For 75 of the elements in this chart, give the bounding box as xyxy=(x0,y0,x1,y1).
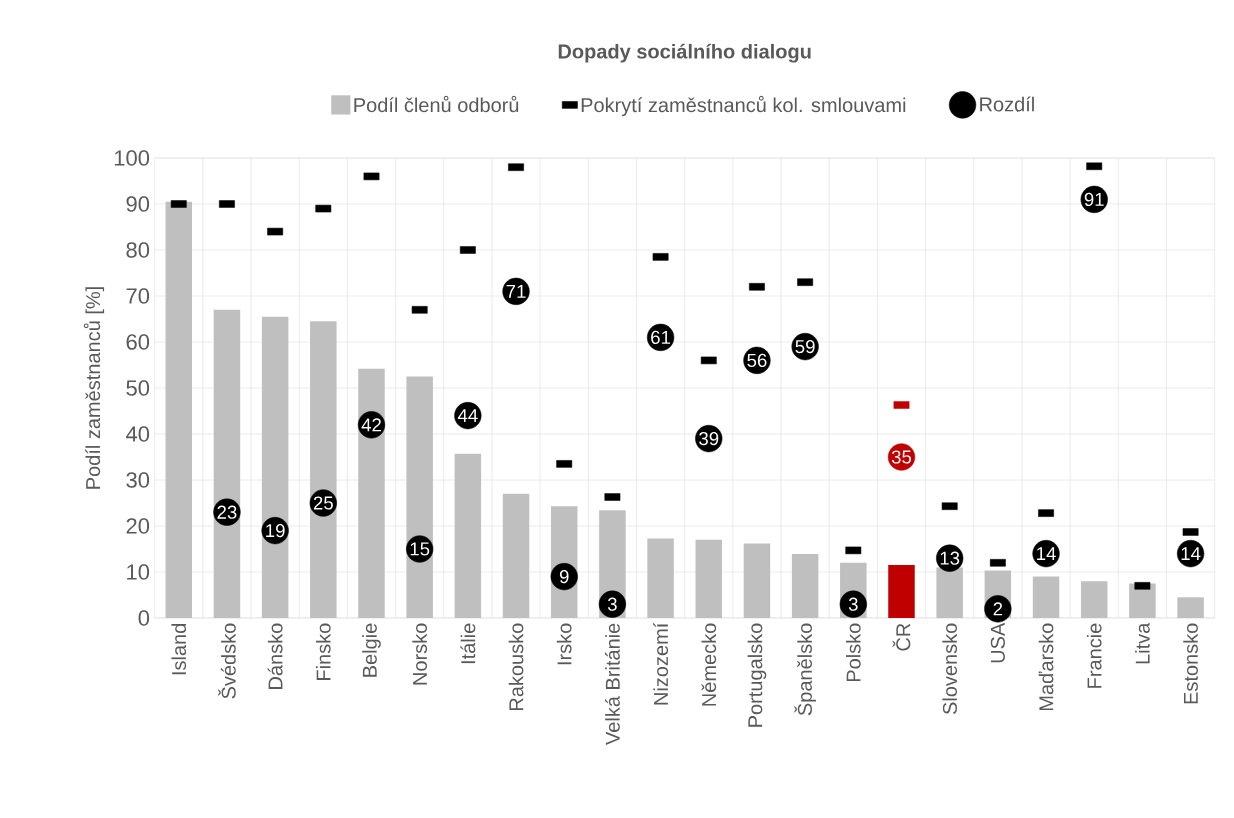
x-tick-label: ČR xyxy=(892,623,911,651)
y-tick-label: 10 xyxy=(127,564,150,580)
bar xyxy=(1177,597,1204,618)
bar xyxy=(695,539,723,618)
y-tick-label: 0 xyxy=(138,610,150,626)
y-tick-label: 30 xyxy=(126,472,150,488)
data-label: 71 xyxy=(506,284,526,298)
y-tick-label: 60 xyxy=(126,334,150,350)
bar xyxy=(791,554,819,618)
x-tick-label: Slovensko xyxy=(942,623,958,715)
data-label: 9 xyxy=(559,569,569,584)
data-label: 39 xyxy=(699,431,719,446)
x-tick-label: Švédsko xyxy=(218,623,236,699)
x-tick-label: Portugalsko xyxy=(747,623,767,727)
data-label: 19 xyxy=(266,523,285,538)
bar xyxy=(454,453,482,618)
y-tick-label: 90 xyxy=(126,196,150,212)
x-tick-label: Finsko xyxy=(315,623,331,680)
x-tick-label: Norsko xyxy=(412,623,428,685)
bar xyxy=(310,321,337,618)
x-tick-label: Španělsko xyxy=(794,623,816,716)
legend-label: Rozdíl xyxy=(980,96,1034,112)
x-tick-label: Dánsko xyxy=(267,623,283,689)
data-label: 25 xyxy=(313,496,333,510)
x-tick-label: Velká Británie xyxy=(604,623,620,745)
x-tick-label: Rakousko xyxy=(508,623,524,711)
data-label: 59 xyxy=(795,339,815,354)
bar xyxy=(406,376,433,618)
data-label: 44 xyxy=(457,409,478,423)
data-label: 15 xyxy=(410,542,430,556)
y-axis-title: Podíl zaměstnanců [%] xyxy=(83,287,105,489)
y-tick-label: 70 xyxy=(126,288,150,304)
x-tick-label: Maďarsko xyxy=(1038,623,1054,711)
x-tick-label: Francie xyxy=(1086,623,1102,688)
data-label: 3 xyxy=(607,597,617,611)
x-tick-label: Německo xyxy=(701,623,717,706)
bar xyxy=(502,493,530,618)
data-label: 14 xyxy=(1037,547,1056,561)
bar xyxy=(358,368,385,618)
x-tick-label: Irsko xyxy=(556,623,572,665)
x-tick-label: Island xyxy=(171,624,187,675)
data-label: 61 xyxy=(651,330,671,345)
y-tick-label: 20 xyxy=(126,518,150,534)
x-tick-label: Estonsko xyxy=(1183,623,1198,704)
data-label: 23 xyxy=(217,505,237,519)
bar xyxy=(1080,581,1108,618)
data-label: 35 xyxy=(891,450,912,464)
bar xyxy=(213,309,241,618)
bar xyxy=(936,567,963,618)
data-label: 42 xyxy=(361,418,381,432)
x-tick-label: Nizozemí xyxy=(653,622,669,705)
y-tick-label: 40 xyxy=(125,426,150,442)
y-tick-label: 50 xyxy=(126,380,150,396)
x-tick-label: Belgie xyxy=(362,623,381,677)
bar xyxy=(165,201,193,618)
chart-title: Dopady sociálního dialogu xyxy=(558,43,811,63)
data-label: 13 xyxy=(940,551,960,565)
bar xyxy=(1032,576,1060,618)
data-label: 14 xyxy=(1181,547,1201,561)
y-tick-label: 80 xyxy=(126,242,150,258)
legend-label: Pokrytí zaměstnanců kol. smlouvami xyxy=(581,95,906,117)
y-tick-label: 100 xyxy=(114,150,150,166)
bar xyxy=(647,538,674,618)
bar xyxy=(261,316,289,618)
bar xyxy=(743,543,771,618)
data-label: 2 xyxy=(993,602,1003,616)
x-tick-label: Litva xyxy=(1135,622,1150,664)
data-label: 91 xyxy=(1084,192,1104,207)
x-tick-label: Polsko xyxy=(845,623,861,682)
x-tick-label: USA xyxy=(990,622,1005,663)
data-label: 3 xyxy=(848,597,858,611)
data-label: 56 xyxy=(747,353,767,368)
bar xyxy=(888,565,915,618)
legend-label: Podíl členů odborů xyxy=(354,95,519,113)
x-tick-label: Itálie xyxy=(460,623,476,664)
